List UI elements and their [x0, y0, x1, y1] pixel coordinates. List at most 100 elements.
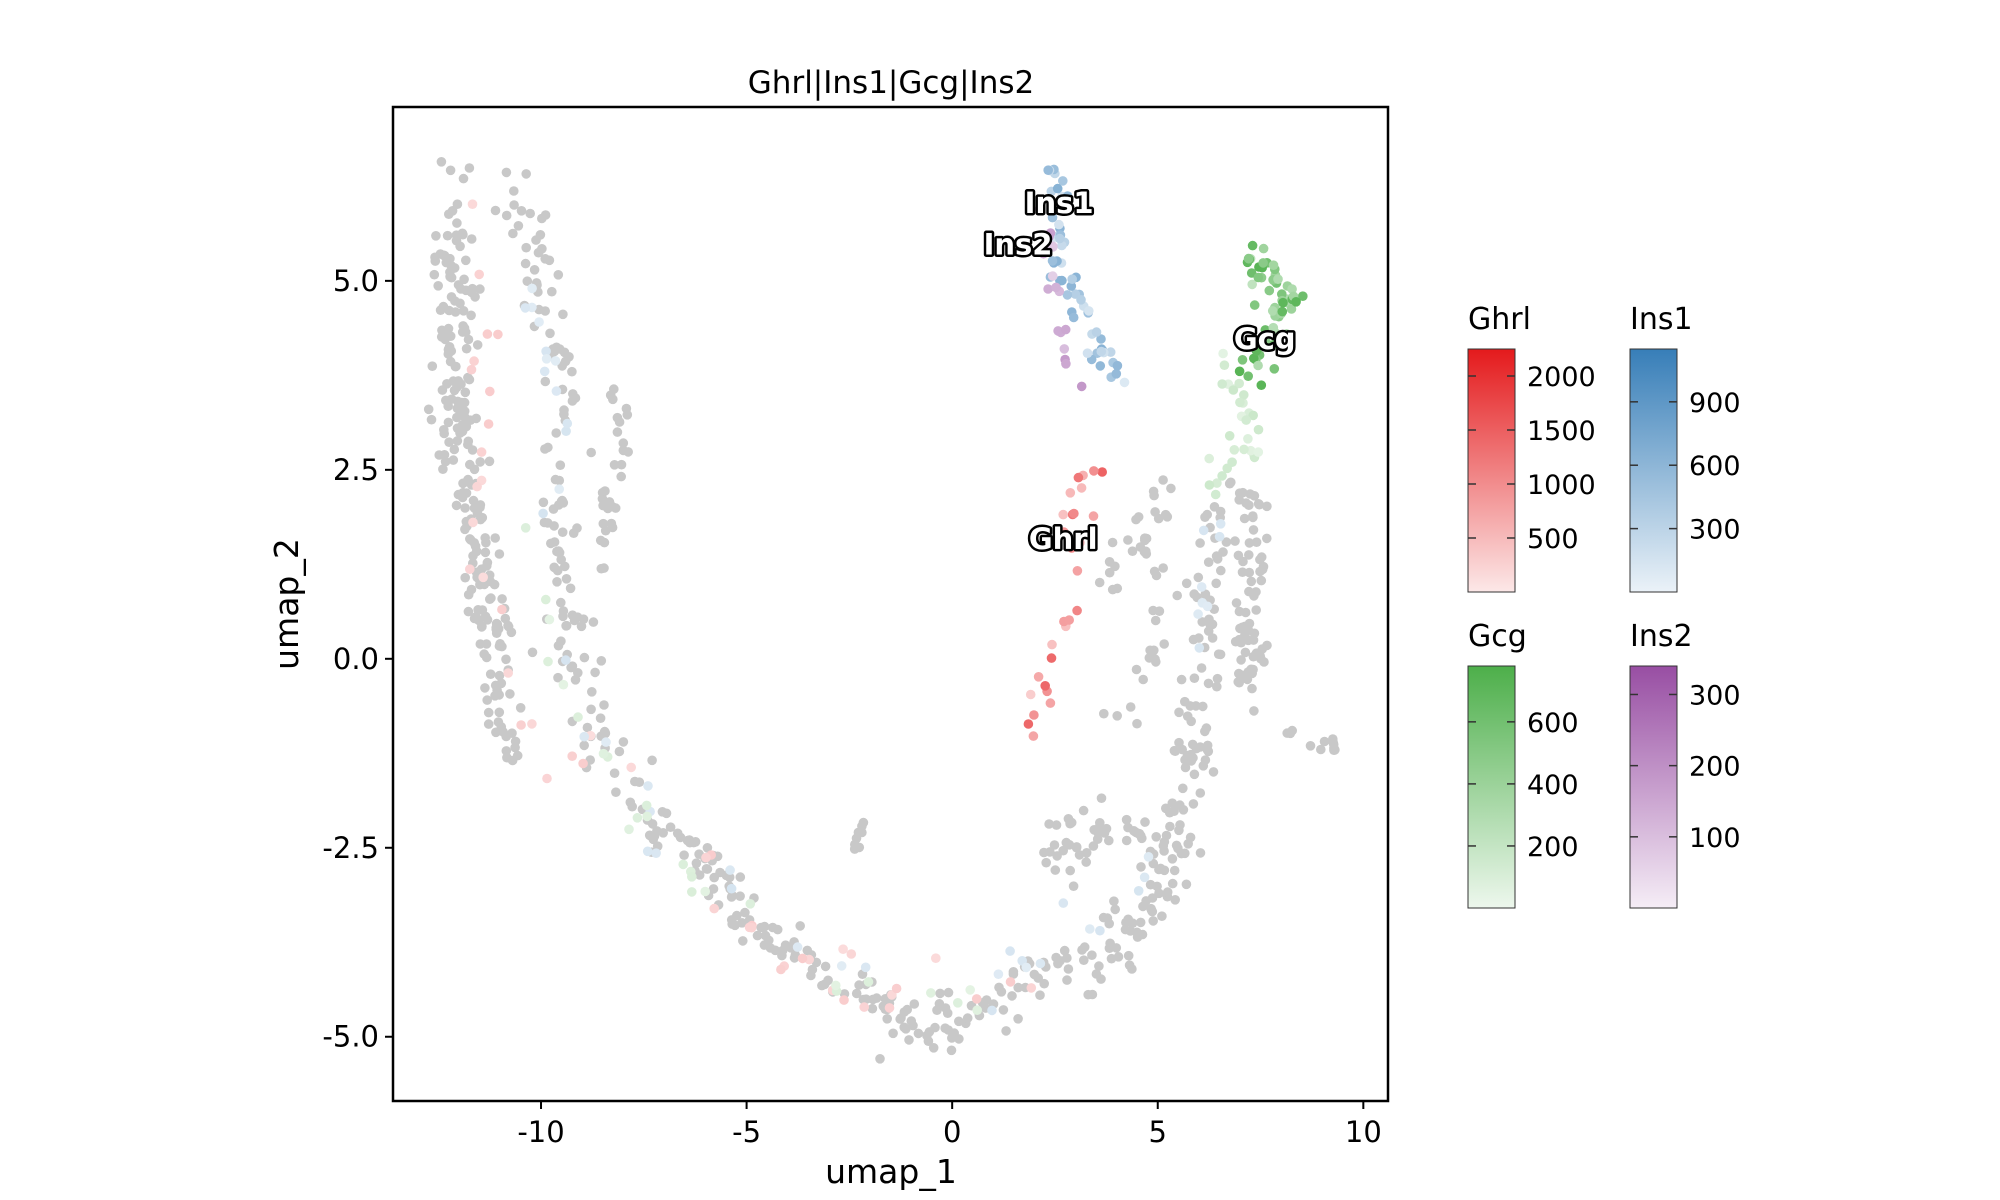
- cell-point: [586, 447, 596, 458]
- cell-point-gcg: [598, 748, 609, 759]
- cell-point: [600, 486, 610, 496]
- cell-point-ins1: [1198, 525, 1209, 536]
- cell-point-gcg: [1235, 397, 1245, 408]
- cell-point: [570, 675, 581, 685]
- cell-point: [494, 549, 505, 559]
- cell-point-ins1: [541, 354, 552, 364]
- cell-point: [623, 447, 633, 457]
- cell-point: [1215, 506, 1226, 517]
- cell-point-ins1: [601, 737, 611, 747]
- cell-point: [461, 255, 471, 266]
- cell-point-ghrl: [503, 668, 513, 678]
- cell-point-gcg: [543, 656, 553, 667]
- cell-point-ins1: [1047, 212, 1058, 223]
- cell-point: [1251, 605, 1261, 615]
- cell-point: [612, 412, 623, 423]
- cell-point-ins1: [860, 962, 871, 973]
- legend-tick-label: 600: [1689, 451, 1741, 482]
- cell-point: [1008, 969, 1019, 979]
- cell-point: [740, 907, 750, 918]
- cell-point: [691, 858, 702, 868]
- cell-point-ghrl: [1088, 511, 1099, 521]
- cell-point: [1159, 639, 1169, 649]
- cell-point: [679, 850, 689, 860]
- cell-point-gcg: [1204, 480, 1215, 490]
- cell-point: [1236, 655, 1246, 665]
- cell-point-gcg: [1217, 471, 1227, 481]
- legends: Ghrl 500 1000 1500 2000 Ins1 300 600 900 Gcg 200 40…: [1467, 302, 1741, 909]
- legend-tick-label: 500: [1527, 524, 1579, 555]
- cell-point: [1316, 744, 1326, 755]
- cell-point: [1226, 477, 1236, 488]
- cell-point: [1248, 511, 1258, 521]
- cell-point: [1149, 566, 1160, 577]
- cell-point-gcg: [520, 523, 531, 533]
- cell-point: [708, 884, 719, 894]
- cell-point-ghrl: [472, 481, 482, 492]
- cell-point: [1135, 917, 1146, 928]
- cell-point: [595, 535, 606, 546]
- cell-point: [1120, 924, 1131, 935]
- cell-point: [777, 950, 787, 961]
- cell-point: [495, 639, 505, 649]
- cell-point-ghrl: [1076, 483, 1087, 493]
- cell-point: [1160, 509, 1171, 520]
- cell-point: [1216, 565, 1226, 576]
- cell-point: [1107, 537, 1118, 548]
- cell-point: [455, 298, 465, 309]
- cell-point-gcg: [1256, 380, 1267, 391]
- cell-point: [1195, 788, 1206, 798]
- cell-point: [513, 221, 524, 231]
- cell-point-ins1: [1095, 925, 1105, 936]
- cell-point: [484, 456, 495, 467]
- cell-point: [1029, 969, 1040, 980]
- cell-point: [458, 173, 469, 184]
- legend-ins2: Ins2 100 200 300: [1629, 619, 1741, 909]
- cell-point-ghrl: [1047, 639, 1057, 650]
- cell-point: [1234, 606, 1245, 617]
- cell-point-gcg: [1243, 253, 1254, 264]
- cell-point: [467, 283, 478, 294]
- cell-point: [857, 827, 867, 838]
- cell-point: [1099, 708, 1109, 719]
- cell-point-ghrl: [468, 517, 478, 528]
- cell-point: [1068, 881, 1079, 891]
- cell-point: [652, 826, 662, 836]
- cell-point-ins1: [1057, 275, 1067, 286]
- cell-point: [585, 755, 595, 765]
- cell-point-ins1: [1105, 347, 1116, 357]
- y-tick-label: 2.5: [333, 453, 379, 487]
- cell-point: [1207, 633, 1218, 643]
- cell-point: [608, 394, 618, 405]
- cell-point: [819, 979, 830, 990]
- cell-point: [1065, 865, 1075, 876]
- cell-point: [1141, 896, 1151, 906]
- cell-point: [1123, 914, 1133, 925]
- y-tick-label: 5.0: [333, 264, 379, 298]
- cell-point: [490, 533, 501, 543]
- cell-point-ins1: [1119, 377, 1130, 388]
- cell-point-ghrl: [516, 720, 526, 730]
- cell-point: [1096, 974, 1106, 984]
- cell-point-ghrl: [467, 199, 478, 209]
- cell-point: [1112, 711, 1122, 721]
- cell-point: [496, 678, 507, 689]
- cell-point: [1188, 799, 1199, 809]
- cell-point-gcg: [965, 985, 975, 995]
- cell-point-gcg: [678, 859, 688, 870]
- cell-point: [455, 241, 465, 252]
- cell-point-ghrl: [776, 964, 786, 975]
- cell-point: [661, 808, 672, 819]
- cell-point: [546, 538, 556, 549]
- cell-point: [572, 523, 582, 533]
- cell-point: [527, 647, 538, 658]
- cell-point: [996, 987, 1007, 997]
- cell-point-ins2: [1060, 324, 1071, 335]
- cell-point: [437, 385, 448, 395]
- cell-point: [738, 936, 748, 946]
- cell-point: [998, 1005, 1009, 1015]
- cell-point: [946, 1045, 957, 1056]
- cell-point: [1247, 683, 1257, 694]
- cell-point-ins1: [651, 848, 661, 858]
